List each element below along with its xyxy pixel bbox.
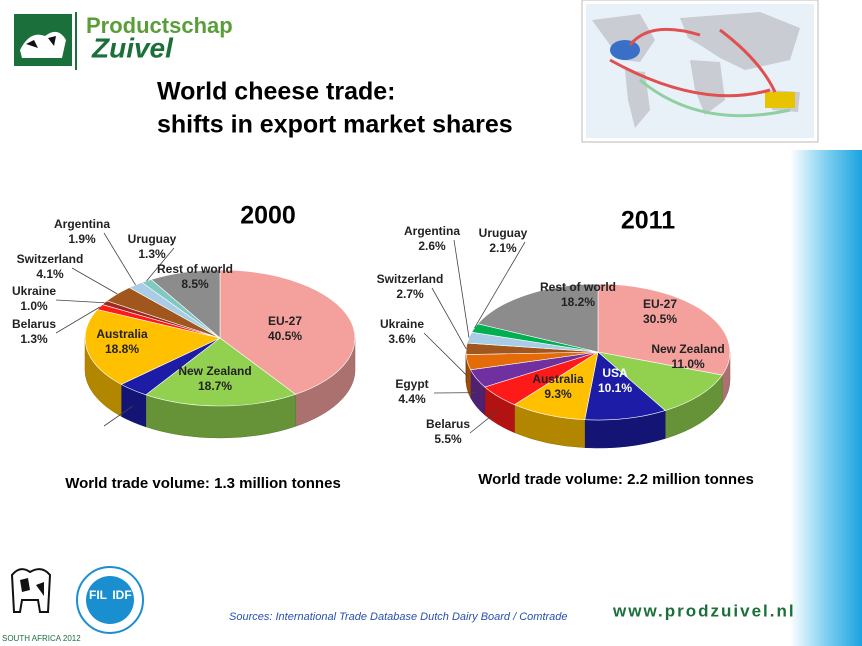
- value-label: 40.5%: [268, 329, 302, 343]
- fil-label: FIL: [89, 588, 107, 602]
- brand-bottom: Zuivel: [91, 32, 174, 63]
- map-region: [765, 92, 795, 108]
- value-label: 1.0%: [20, 299, 48, 313]
- title-line: World cheese trade:: [157, 78, 396, 106]
- value-label: 1.9%: [68, 232, 96, 246]
- pie-chart: 2011 World trade volume: 2.2 million tonn…: [377, 207, 754, 488]
- side-strip: [790, 150, 862, 646]
- slice-label: Ukraine: [380, 317, 424, 331]
- value-label: 18.7%: [198, 379, 232, 393]
- pie-slice: [150, 269, 221, 339]
- value-label: 3.6%: [388, 332, 416, 346]
- value-label: 18.8%: [105, 342, 139, 356]
- map-region: [610, 40, 640, 60]
- leader-line: [474, 241, 526, 329]
- leader-line: [71, 267, 118, 295]
- pie-slice: [84, 309, 221, 385]
- brand-top: Productschap: [86, 13, 233, 38]
- pie-sides: [84, 337, 356, 439]
- value-label: 4.4%: [398, 392, 426, 406]
- website: www.prodzuivel.nl: [612, 601, 796, 620]
- value-label: 9.3%: [544, 387, 572, 401]
- map-arrow: [639, 78, 791, 118]
- leader-line: [103, 405, 134, 427]
- map-land: [592, 12, 800, 128]
- value-label: 3.8%: [68, 425, 96, 439]
- fil-idf-logo: [86, 576, 134, 624]
- value-label: 30.5%: [643, 312, 677, 326]
- slice-label: USA: [69, 410, 95, 424]
- value-label: 5.5%: [434, 432, 462, 446]
- map-arrow: [609, 27, 777, 98]
- leader-line: [453, 239, 470, 338]
- value-label: 2.6%: [418, 239, 446, 253]
- leader-line: [423, 332, 468, 377]
- value-label: 8.5%: [181, 277, 209, 291]
- slice-label: Belarus: [12, 317, 56, 331]
- leader-line: [146, 247, 175, 282]
- chart-note: World trade volume: 1.3 million tonnes: [65, 475, 341, 492]
- logo-spots: [26, 36, 56, 48]
- slice-label: Argentina: [54, 217, 110, 231]
- footer: SOUTH AFRICA 2012 FIL IDF Sources: Inter…: [2, 566, 796, 643]
- value-label: 1.3%: [138, 247, 166, 261]
- slice-label: Switzerland: [17, 252, 84, 266]
- value-label: 18.2%: [561, 295, 595, 309]
- value-label: 1.3%: [20, 332, 48, 346]
- slice-label: Rest of world: [540, 280, 616, 294]
- pie-slice: [219, 269, 356, 395]
- world-map: [581, 0, 819, 143]
- chart-note: World trade volume: 2.2 million tonnes: [478, 471, 754, 488]
- slice-label: Uruguay: [479, 226, 528, 240]
- leader-line: [55, 306, 101, 334]
- value-label: 2.7%: [396, 287, 424, 301]
- pie-sides: [465, 351, 731, 449]
- slice-label: Egypt: [395, 377, 428, 391]
- pie-tops: [465, 283, 731, 421]
- charts: 2000 World trade volume: 1.3 million tonn…: [12, 202, 754, 492]
- value-label: 11.0%: [671, 357, 705, 371]
- cow-spots: [20, 578, 44, 596]
- pie-slice: [145, 337, 297, 407]
- pie-tops: [84, 269, 356, 407]
- pie-chart: 2000 World trade volume: 1.3 million tonn…: [12, 202, 356, 492]
- value-label: 10.1%: [598, 381, 632, 395]
- leader-line: [469, 410, 499, 434]
- slice-label: Australia: [96, 327, 148, 341]
- slice-label: EU-27: [643, 297, 677, 311]
- slice-label: Australia: [532, 372, 584, 386]
- sources: Sources: International Trade Database Du…: [229, 611, 568, 623]
- slice-label: Switzerland: [377, 272, 444, 286]
- slice-label: Uruguay: [128, 232, 177, 246]
- logo: Productschap Zuivel: [14, 12, 233, 70]
- idf-label: IDF: [112, 588, 131, 602]
- chart-title: 2000: [240, 202, 296, 230]
- slice-label: USA: [602, 366, 628, 380]
- title-line: shifts in export market shares: [157, 111, 513, 139]
- pie-slice: [477, 283, 599, 353]
- cow-logo: [10, 568, 52, 613]
- leader-line: [55, 299, 105, 304]
- pie-slice: [596, 351, 723, 411]
- pie-slice: [513, 351, 599, 420]
- slice-label: Ukraine: [12, 284, 56, 298]
- leader-line: [431, 287, 467, 349]
- slice-label: New Zealand: [651, 342, 724, 356]
- event-label: SOUTH AFRICA 2012: [2, 634, 81, 643]
- value-label: 4.1%: [36, 267, 64, 281]
- slice-label: New Zealand: [178, 364, 251, 378]
- slice-label: Rest of world: [157, 262, 233, 276]
- pie-slice: [597, 283, 731, 376]
- value-label: 2.1%: [489, 241, 517, 255]
- chart-title: 2011: [621, 207, 675, 235]
- slice-label: Belarus: [426, 417, 470, 431]
- pie-slice: [584, 351, 666, 421]
- slice-label: EU-27: [268, 314, 302, 328]
- leader-line: [103, 232, 136, 286]
- slice-label: Argentina: [404, 224, 460, 238]
